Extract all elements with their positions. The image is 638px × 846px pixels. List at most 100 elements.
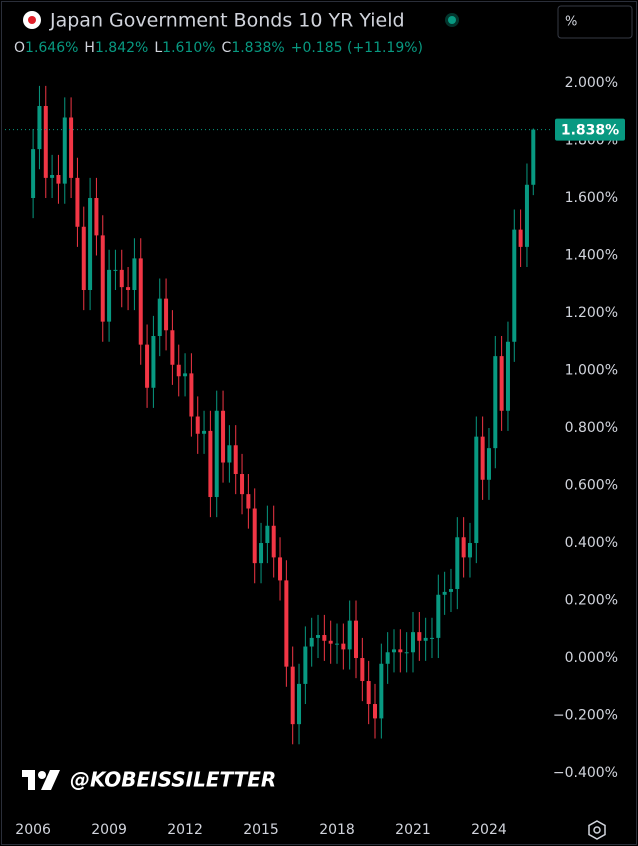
- candle-body: [151, 336, 156, 388]
- candle-body: [227, 445, 232, 463]
- candle-body: [183, 373, 188, 377]
- x-tick-label: 2012: [167, 822, 203, 838]
- y-tick-label: −0.200%: [553, 708, 618, 724]
- candle-body: [88, 198, 93, 291]
- candle-body: [379, 663, 384, 719]
- y-tick-label: 1.000%: [565, 363, 618, 379]
- candle-body: [328, 640, 333, 644]
- legend-key: C: [222, 40, 232, 56]
- candle-body: [157, 298, 162, 337]
- y-tick-label: 0.400%: [565, 535, 618, 551]
- candle-body: [278, 557, 283, 581]
- candle-body: [119, 269, 124, 288]
- candle-body: [94, 198, 99, 236]
- candle-body: [43, 106, 48, 178]
- y-tick-label: 0.600%: [565, 478, 618, 494]
- settings-dot[interactable]: [593, 826, 601, 834]
- flag-dot: [28, 16, 36, 24]
- candle-body: [360, 658, 365, 682]
- candle-body: [303, 646, 308, 684]
- candle-body: [176, 364, 181, 377]
- status-dot: [448, 16, 456, 24]
- settings-hex[interactable]: [588, 820, 606, 840]
- candle-body: [309, 637, 314, 647]
- candle-body: [347, 620, 352, 650]
- logo-part: [28, 770, 35, 790]
- candle-body: [170, 330, 175, 365]
- candle-body: [410, 632, 415, 653]
- candle-body: [512, 229, 517, 342]
- legend-value: 1.646%: [25, 40, 78, 56]
- legend-value: 1.610%: [162, 40, 215, 56]
- candle-body: [252, 508, 257, 564]
- ohlc-legend: O1.646% H1.842% L1.610% C1.838% +0.185 (+11.…: [14, 40, 423, 56]
- candle-body: [493, 356, 498, 449]
- candle-body: [423, 637, 428, 641]
- candle-body: [37, 106, 42, 150]
- x-tick-label: 2009: [91, 822, 127, 838]
- candle-body: [69, 117, 74, 178]
- unit-button[interactable]: [557, 5, 633, 39]
- candle-body: [259, 543, 264, 564]
- x-tick-label: 2015: [243, 822, 279, 838]
- candle-body: [271, 525, 276, 558]
- candle-body: [373, 704, 378, 719]
- y-tick-label: 0.200%: [565, 593, 618, 609]
- x-tick-label: 2021: [395, 822, 431, 838]
- candle-body: [335, 643, 340, 645]
- candle-body: [531, 129, 536, 185]
- candle-body: [480, 436, 485, 480]
- candle-body: [126, 287, 131, 291]
- candle-body: [474, 436, 479, 544]
- candle-body: [398, 649, 403, 653]
- candle-body: [404, 652, 409, 654]
- candle-body: [486, 448, 491, 480]
- candle-body: [214, 410, 219, 498]
- candle-body: [455, 537, 460, 590]
- candle-body: [31, 149, 36, 199]
- legend-key: L: [154, 40, 162, 56]
- candle-body: [385, 652, 390, 664]
- candle-body: [354, 620, 359, 659]
- candle-body: [107, 269, 112, 322]
- candle-body: [195, 416, 200, 434]
- candle-body: [221, 410, 226, 463]
- y-tick-label: 2.000%: [565, 75, 618, 91]
- legend-key: O: [14, 40, 25, 56]
- x-tick-label: 2006: [15, 822, 51, 838]
- settings-icon[interactable]: [588, 820, 606, 840]
- candle-body: [246, 494, 251, 509]
- candle-body: [442, 591, 447, 595]
- candle-body: [429, 637, 434, 639]
- candle-body: [164, 298, 169, 331]
- candle-body: [341, 643, 346, 650]
- candle-body: [284, 580, 289, 667]
- watermark: @KOBEISSILETTER: [70, 768, 276, 792]
- candle-body: [100, 235, 105, 322]
- candle-body: [75, 177, 80, 227]
- candle-body: [62, 117, 67, 184]
- y-tick-label: 1.600%: [565, 190, 618, 206]
- candle-body: [316, 635, 321, 638]
- candle-body: [145, 344, 150, 388]
- candle-body: [366, 681, 371, 705]
- y-tick-label: 0.800%: [565, 420, 618, 436]
- legend-key: H: [84, 40, 95, 56]
- y-tick-label: 0.000%: [565, 650, 618, 666]
- candle-body: [208, 430, 213, 498]
- candle-body: [202, 430, 207, 434]
- candle-body: [189, 373, 194, 417]
- legend-value: +0.185 (+11.19%): [291, 40, 423, 56]
- candle-body: [461, 537, 466, 558]
- candle-body: [505, 341, 510, 411]
- candle-body: [50, 175, 55, 178]
- candle-body: [240, 474, 245, 495]
- candle-body: [448, 589, 453, 592]
- candle-body: [265, 525, 270, 544]
- candle-body: [322, 635, 327, 641]
- candle-body: [56, 175, 61, 184]
- unit-button-label[interactable]: %: [565, 15, 577, 30]
- last-price-label: 1.838%: [561, 123, 619, 139]
